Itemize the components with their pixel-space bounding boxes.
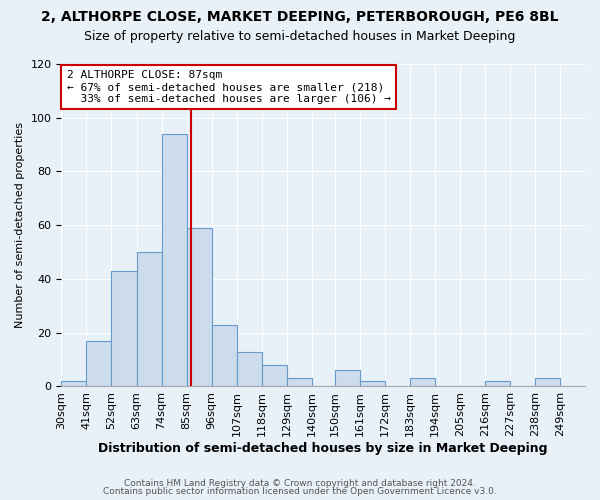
Text: Contains HM Land Registry data © Crown copyright and database right 2024.: Contains HM Land Registry data © Crown c…	[124, 478, 476, 488]
Bar	[485, 381, 510, 386]
Text: Contains public sector information licensed under the Open Government Licence v3: Contains public sector information licen…	[103, 487, 497, 496]
Bar	[262, 365, 287, 386]
Bar	[112, 271, 137, 386]
X-axis label: Distribution of semi-detached houses by size in Market Deeping: Distribution of semi-detached houses by …	[98, 442, 548, 455]
Y-axis label: Number of semi-detached properties: Number of semi-detached properties	[15, 122, 25, 328]
Bar	[86, 341, 112, 386]
Bar	[535, 378, 560, 386]
Text: 2, ALTHORPE CLOSE, MARKET DEEPING, PETERBOROUGH, PE6 8BL: 2, ALTHORPE CLOSE, MARKET DEEPING, PETER…	[41, 10, 559, 24]
Bar	[61, 381, 86, 386]
Bar	[410, 378, 435, 386]
Bar	[137, 252, 161, 386]
Bar	[212, 324, 236, 386]
Bar	[236, 352, 262, 386]
Text: Size of property relative to semi-detached houses in Market Deeping: Size of property relative to semi-detach…	[85, 30, 515, 43]
Bar	[161, 134, 187, 386]
Bar	[287, 378, 312, 386]
Bar	[359, 381, 385, 386]
Bar	[187, 228, 212, 386]
Text: 2 ALTHORPE CLOSE: 87sqm
← 67% of semi-detached houses are smaller (218)
  33% of: 2 ALTHORPE CLOSE: 87sqm ← 67% of semi-de…	[67, 70, 391, 104]
Bar	[335, 370, 359, 386]
